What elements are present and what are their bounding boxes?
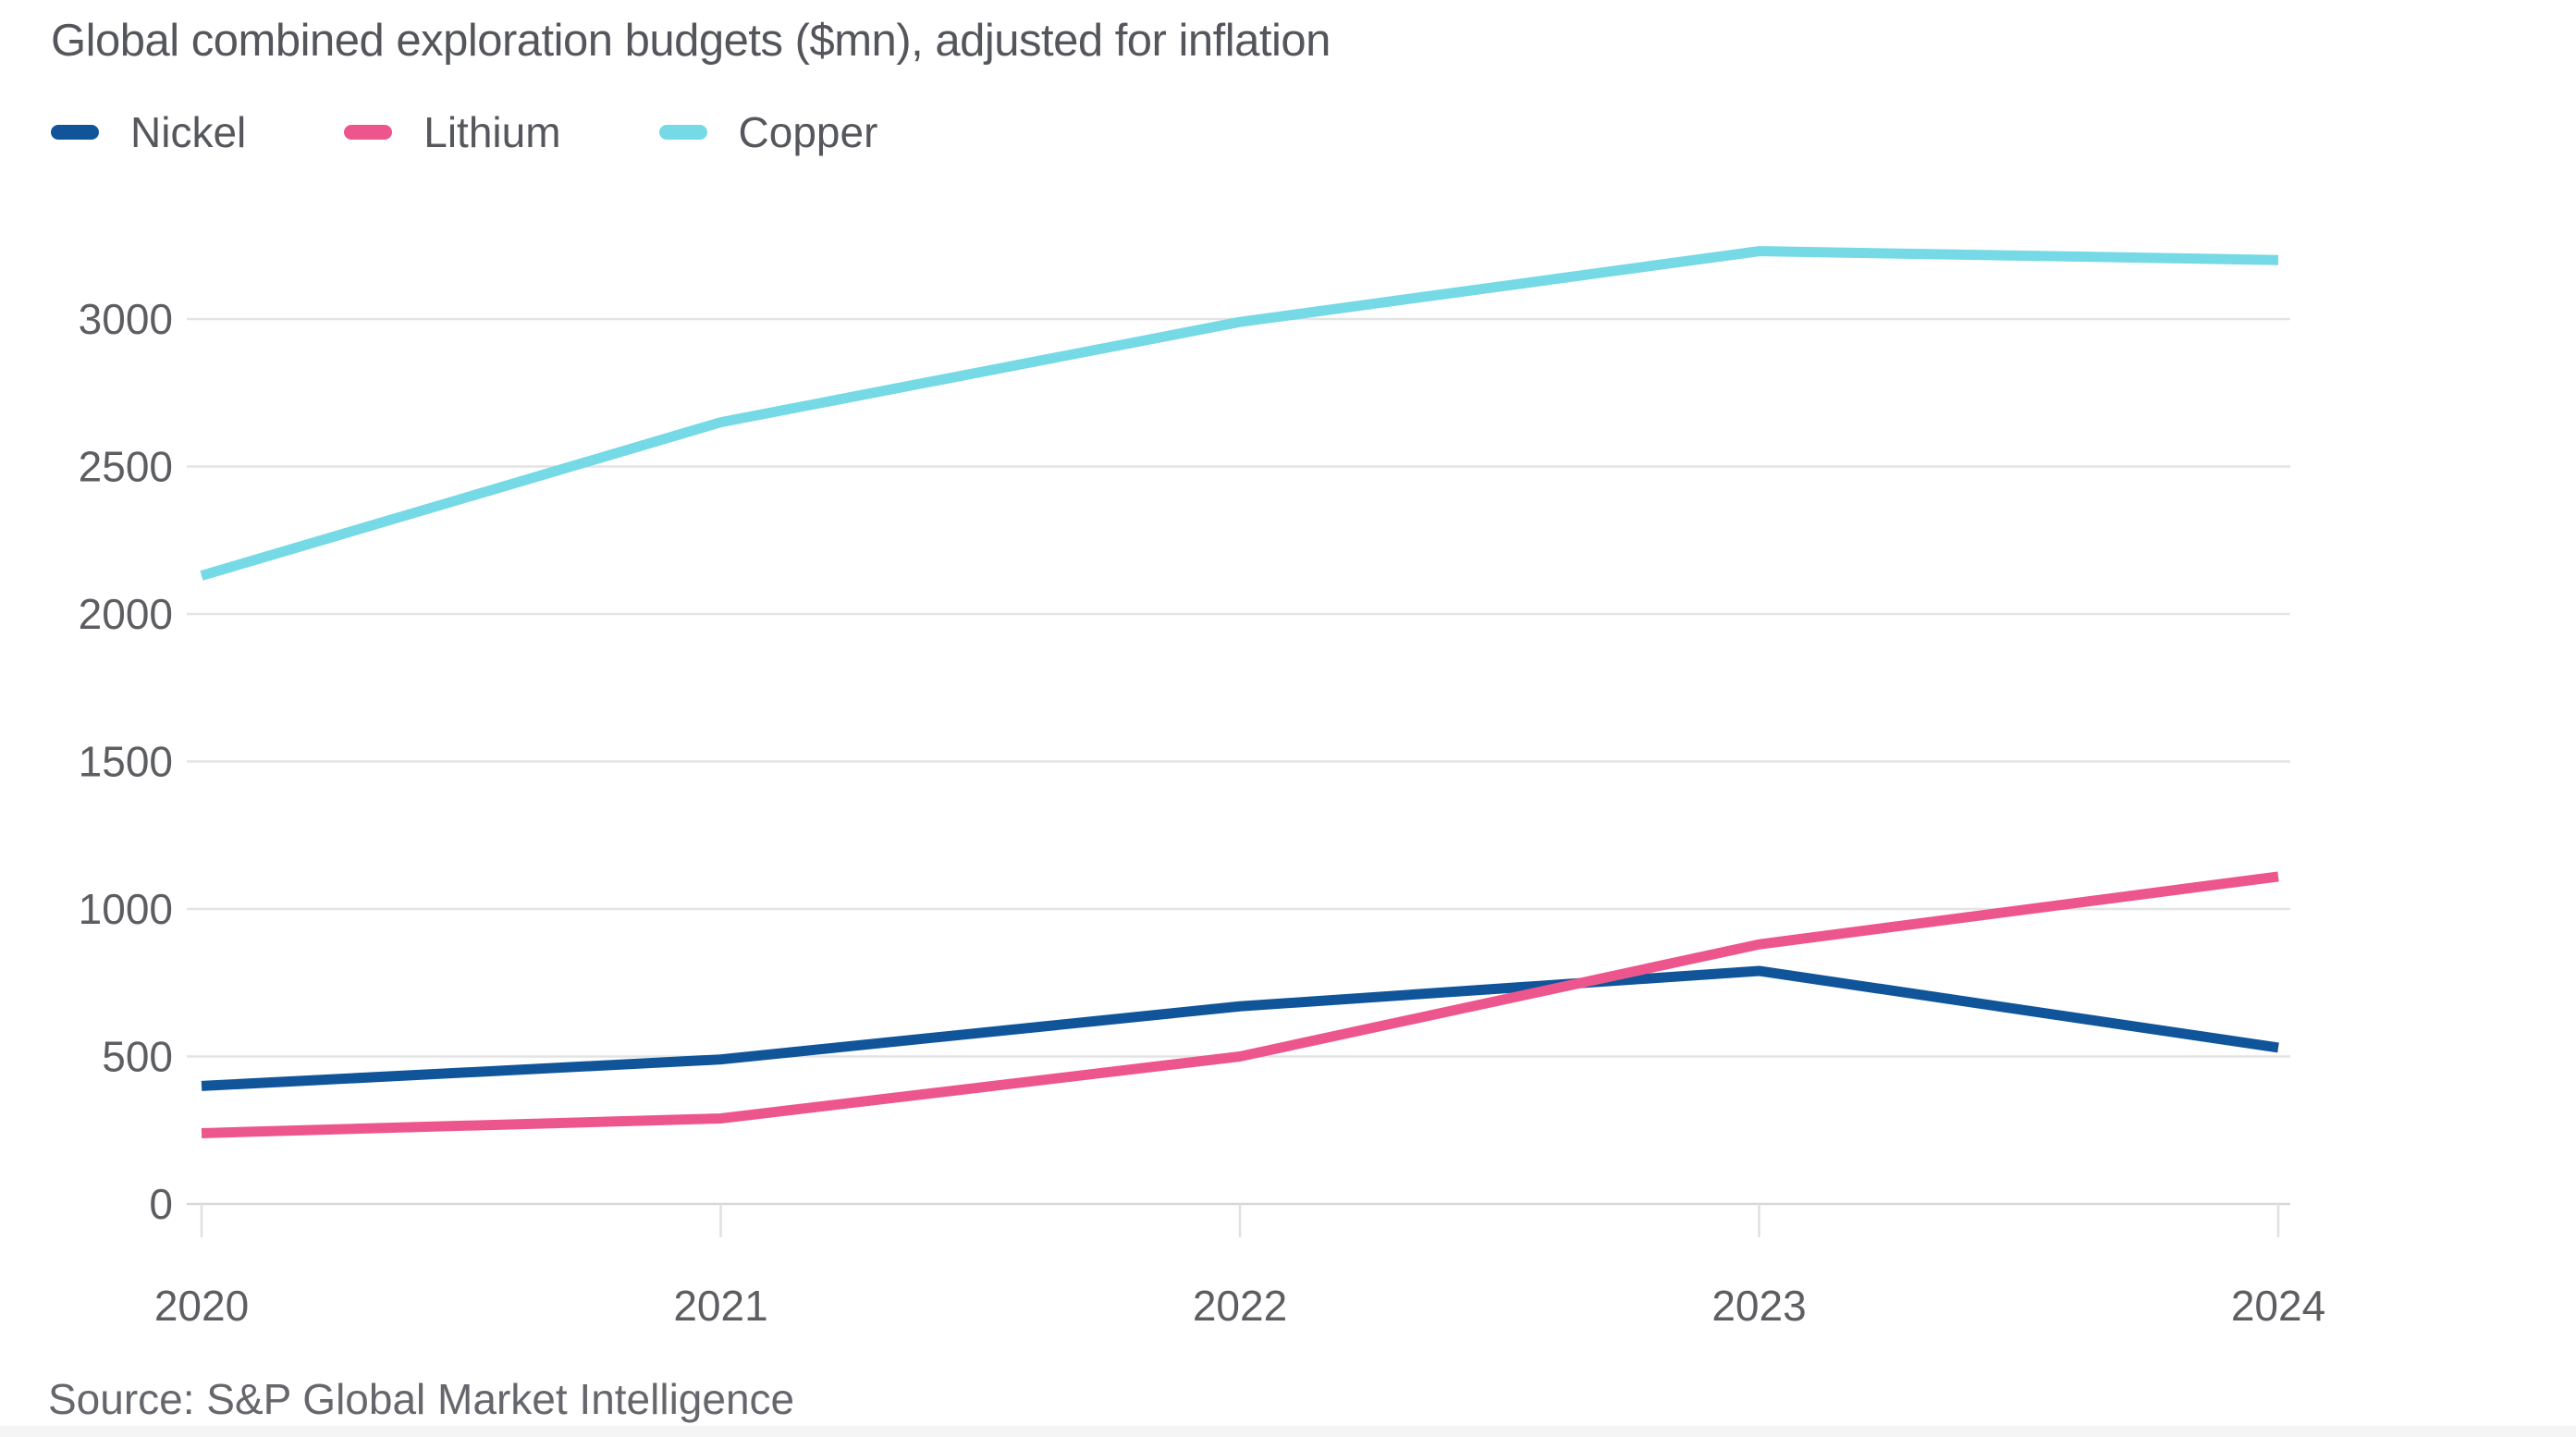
series-line-nickel: [201, 965, 2279, 1091]
x-tick-label: 2021: [673, 1282, 767, 1330]
x-tick-label: 2023: [1711, 1282, 1806, 1330]
y-tick-label: 2000: [79, 590, 173, 638]
x-tick-label: 2020: [154, 1282, 249, 1330]
x-tick-label: 2024: [2231, 1282, 2325, 1330]
y-tick-label: 3000: [79, 295, 173, 343]
source-note: Source: S&P Global Market Intelligence: [48, 1375, 795, 1423]
y-tick-label: 1500: [79, 738, 173, 786]
legend-label-copper: Copper: [738, 108, 878, 156]
x-tick-label: 2022: [1193, 1282, 1287, 1330]
legend-item-copper: Copper: [658, 107, 878, 157]
legend-label-lithium: Lithium: [423, 108, 561, 156]
legend-item-lithium: Lithium: [344, 107, 561, 157]
series-line-copper: [200, 246, 2279, 581]
chart-title: Global combined exploration budgets ($mn…: [51, 16, 1331, 66]
legend: Nickel Lithium Copper: [51, 107, 975, 157]
y-tick-label: 500: [102, 1033, 173, 1081]
bottom-edge-strip: [0, 1426, 2576, 1437]
legend-label-nickel: Nickel: [130, 108, 247, 156]
lithium-line-swatch-icon: [344, 125, 393, 140]
y-tick-label: 1000: [79, 885, 173, 933]
y-tick-label: 0: [149, 1180, 173, 1228]
copper-line-swatch-icon: [658, 125, 707, 140]
nickel-line-swatch-icon: [51, 125, 99, 140]
y-tick-label: 2500: [79, 443, 173, 491]
legend-item-nickel: Nickel: [51, 107, 246, 157]
series-line-lithium: [201, 871, 2279, 1138]
